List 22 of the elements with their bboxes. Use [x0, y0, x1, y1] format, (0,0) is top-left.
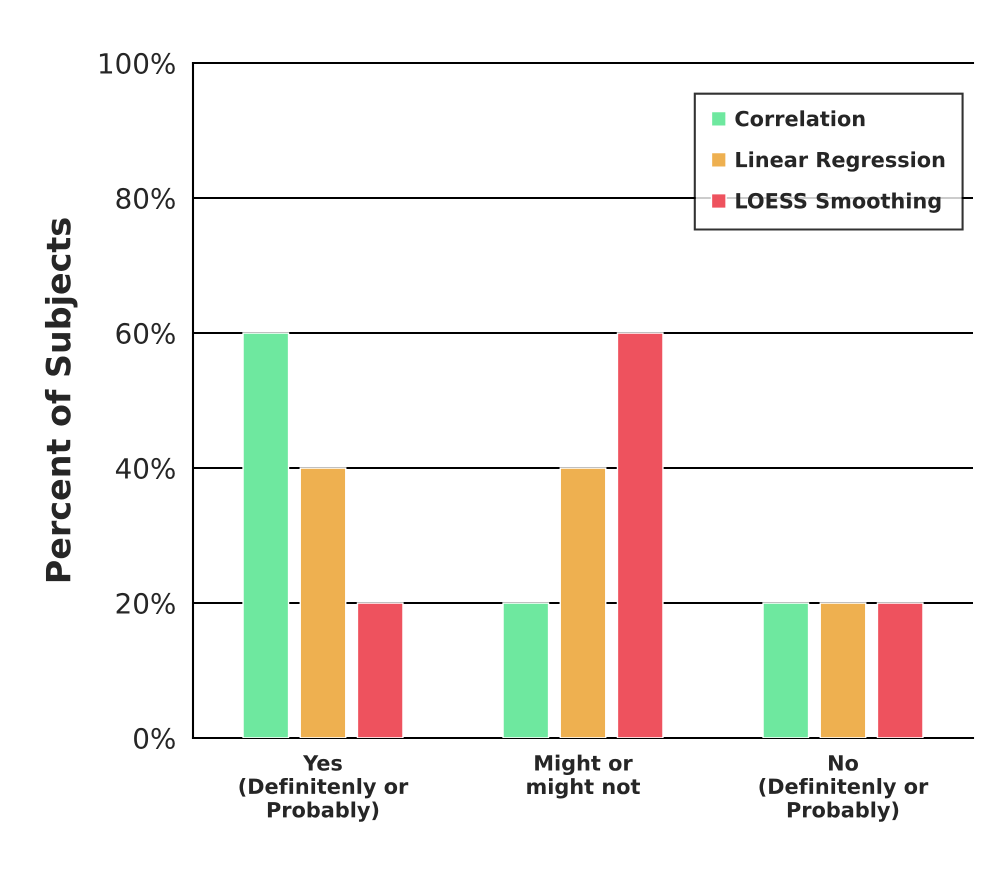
x-tick-label: Yes (Definitenly or Probably) — [239, 755, 408, 822]
y-tick-label: 60% — [116, 322, 175, 344]
y-tick-label: 20% — [116, 592, 175, 614]
bar — [502, 602, 550, 738]
y-axis-title: Percent of Subjects — [44, 218, 78, 582]
legend-label: Correlation — [735, 110, 864, 126]
bar — [762, 602, 810, 738]
bar — [242, 332, 290, 738]
bar — [820, 602, 866, 738]
x-tick-label: No (Definitenly or Probably) — [759, 755, 928, 822]
legend-label: LOESS Smoothing — [736, 192, 940, 213]
y-tick-label: 40% — [116, 458, 175, 479]
legend-label: Linear Regression — [736, 151, 944, 172]
y-tick-label: 100% — [100, 52, 175, 74]
bar — [356, 602, 404, 738]
bar — [300, 467, 346, 738]
bar — [876, 602, 924, 738]
y-tick-label: 80% — [116, 188, 175, 209]
bar — [560, 467, 606, 738]
bar — [616, 332, 664, 738]
x-tick-label: Might or might not — [527, 754, 640, 798]
y-tick-label: 0% — [134, 728, 175, 749]
